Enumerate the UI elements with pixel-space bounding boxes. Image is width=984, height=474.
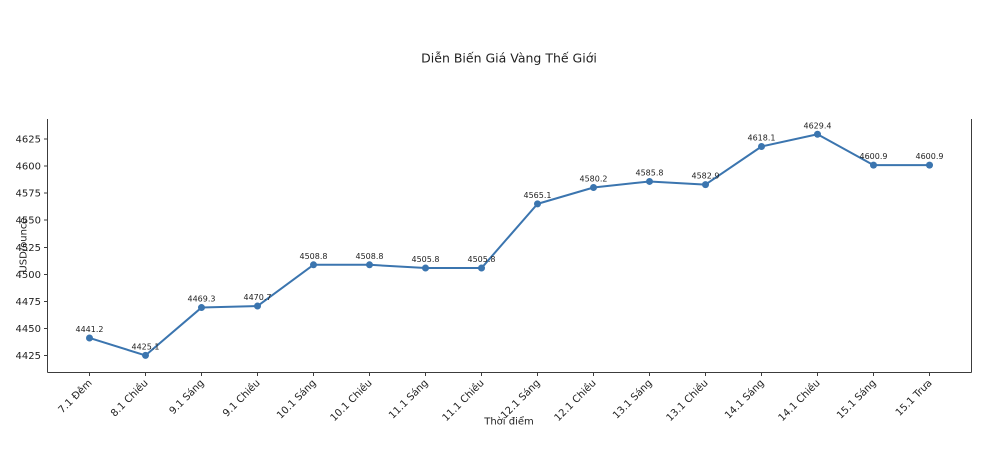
point-label: 4580.2 [580,175,608,184]
x-axis-label: Thời điểm [484,416,534,428]
x-tick-label: 10.1 Sáng [274,377,318,421]
point-label: 4505.8 [468,255,496,264]
y-tick-label: 4525 [16,243,41,254]
data-point [646,177,653,185]
x-tick-label: 13.1 Chiều [664,377,711,424]
data-point [758,142,765,150]
x-tick-label: 14.1 Chiều [776,377,823,424]
x-tick-label: 10.1 Chiều [328,377,375,424]
data-point [590,184,597,192]
x-tick-label: 11.1 Chiều [440,377,487,424]
axes-spines [47,119,972,373]
x-tick-label: 15.1 Trưa [894,378,935,419]
data-point [310,261,317,269]
x-tick-label: 9.1 Chiều [220,377,262,419]
y-tick-label: 4425 [16,351,41,362]
data-point [254,302,261,310]
y-tick-label: 4575 [16,189,41,200]
x-tick-label: 9.1 Sáng [167,377,207,417]
point-label: 4505.8 [412,255,440,264]
price-line [88,133,931,357]
x-tick-label: 8.1 Chiều [108,377,150,419]
y-tick-label: 4475 [16,297,41,308]
data-point [366,261,373,269]
x-tick-label: 14.1 Sáng [722,377,766,421]
data-point [702,181,709,189]
point-label: 4470.7 [244,293,272,302]
point-label: 4618.1 [748,133,776,142]
data-point [422,264,429,272]
data-point [478,264,485,272]
x-tick-label: 15.1 Sáng [834,377,878,421]
y-tick-label: 4600 [16,162,41,173]
data-point [534,200,541,208]
point-label: 4425.1 [132,342,160,351]
point-label: 4508.8 [300,252,328,261]
point-label: 4565.1 [524,191,552,200]
point-label: 4508.8 [356,252,384,261]
point-label: 4600.9 [916,152,944,161]
point-label: 4582.9 [692,172,720,181]
y-tick-label: 4500 [16,270,41,281]
x-tick-label: 12.1 Sáng [498,377,542,421]
data-point [142,351,149,359]
y-tick-label: 4550 [16,216,41,227]
point-label: 4585.8 [636,168,664,177]
point-label: 4469.3 [188,295,216,304]
data-point [870,161,877,169]
data-point [814,130,821,138]
point-label: 4441.2 [76,325,104,334]
y-tick-label: 4625 [16,135,41,146]
x-tick-label: 7.1 Đêm [56,377,95,416]
data-point [926,161,933,169]
point-label: 4600.9 [860,152,888,161]
x-tick-label: 12.1 Chiều [552,377,599,424]
point-label: 4629.4 [804,121,832,130]
x-tick-label: 11.1 Sáng [386,377,430,421]
data-point [198,304,205,312]
chart-title: Diễn Biến Giá Vàng Thế Giới [421,50,597,66]
y-tick-label: 4450 [16,324,41,335]
x-tick-label: 13.1 Sáng [610,377,654,421]
data-point [86,334,93,342]
